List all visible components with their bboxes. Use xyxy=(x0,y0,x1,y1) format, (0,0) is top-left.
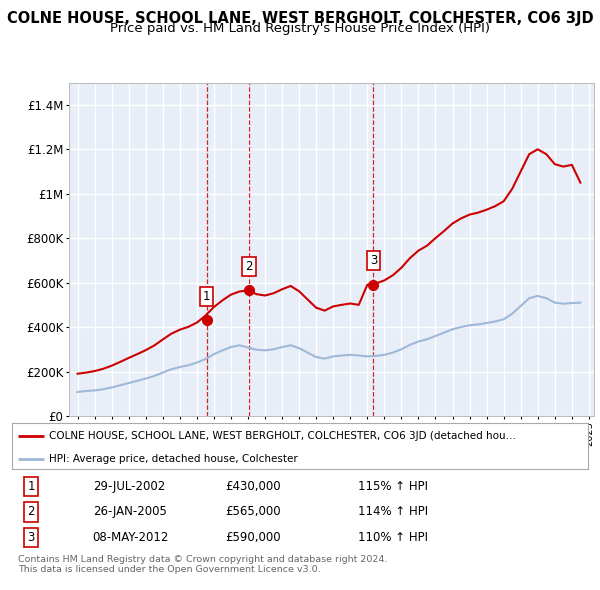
Text: 2: 2 xyxy=(245,260,253,273)
Text: £590,000: £590,000 xyxy=(225,531,281,544)
Text: 2: 2 xyxy=(27,505,35,519)
Text: Price paid vs. HM Land Registry's House Price Index (HPI): Price paid vs. HM Land Registry's House … xyxy=(110,22,490,35)
Text: 3: 3 xyxy=(370,254,377,267)
Text: 29-JUL-2002: 29-JUL-2002 xyxy=(92,480,165,493)
Text: £565,000: £565,000 xyxy=(225,505,281,519)
Text: 114% ↑ HPI: 114% ↑ HPI xyxy=(358,505,428,519)
Text: Contains HM Land Registry data © Crown copyright and database right 2024.: Contains HM Land Registry data © Crown c… xyxy=(18,555,388,563)
Text: COLNE HOUSE, SCHOOL LANE, WEST BERGHOLT, COLCHESTER, CO6 3JD: COLNE HOUSE, SCHOOL LANE, WEST BERGHOLT,… xyxy=(7,11,593,25)
Text: 115% ↑ HPI: 115% ↑ HPI xyxy=(358,480,428,493)
Text: 08-MAY-2012: 08-MAY-2012 xyxy=(92,531,169,544)
Text: HPI: Average price, detached house, Colchester: HPI: Average price, detached house, Colc… xyxy=(49,454,298,464)
Text: 110% ↑ HPI: 110% ↑ HPI xyxy=(358,531,428,544)
Text: 26-JAN-2005: 26-JAN-2005 xyxy=(92,505,167,519)
Text: This data is licensed under the Open Government Licence v3.0.: This data is licensed under the Open Gov… xyxy=(18,565,320,574)
Text: COLNE HOUSE, SCHOOL LANE, WEST BERGHOLT, COLCHESTER, CO6 3JD (detached hou…: COLNE HOUSE, SCHOOL LANE, WEST BERGHOLT,… xyxy=(49,431,517,441)
Text: £430,000: £430,000 xyxy=(225,480,281,493)
Text: 3: 3 xyxy=(28,531,35,544)
Text: 1: 1 xyxy=(203,290,211,303)
Text: 1: 1 xyxy=(27,480,35,493)
